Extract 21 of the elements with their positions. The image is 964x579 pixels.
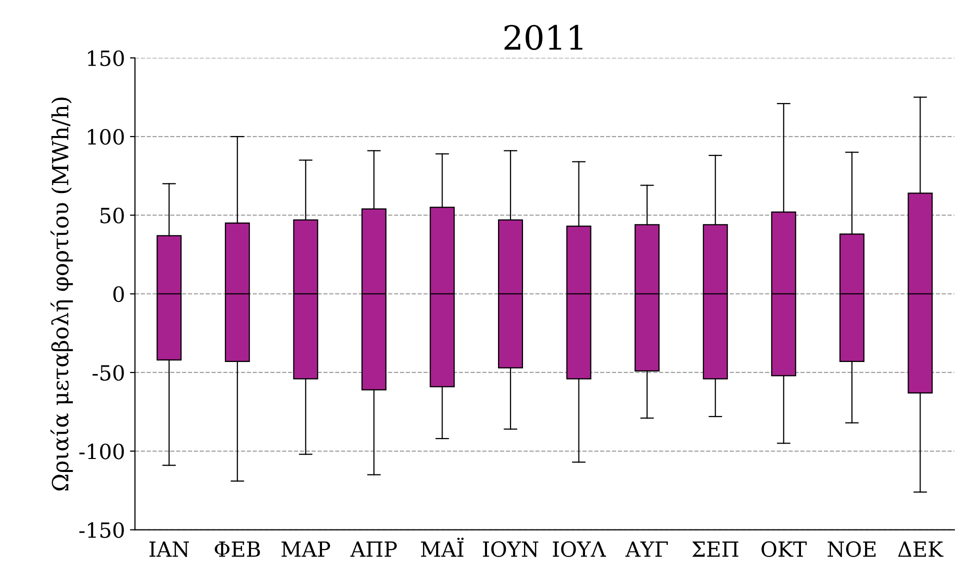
y-tick-label: -150 xyxy=(79,522,124,538)
y-tick-label: 100 xyxy=(88,129,124,145)
x-tick-label: ΙΑΝ xyxy=(150,542,189,558)
x-tick-label: ΝΟΕ xyxy=(828,541,876,558)
x-tick-label: ΣΕΠ xyxy=(692,542,738,557)
chart-title: 2011 xyxy=(504,24,582,50)
x-tick-label: ΑΠΡ xyxy=(350,542,397,557)
x-tick-label: ΙΟΥΛ xyxy=(552,541,606,558)
y-tick-label: 150 xyxy=(88,50,124,66)
x-tick-label: ΜΑΪ xyxy=(420,538,464,557)
y-tick-label: -100 xyxy=(79,444,124,460)
x-tick-label: ΟΚΤ xyxy=(762,541,807,558)
y-tick-label: 50 xyxy=(100,208,124,224)
x-tick-label: ΦΕΒ xyxy=(214,542,260,557)
x-tick-label: ΔΕΚ xyxy=(898,542,944,557)
x-tick-label: ΜΑΡ xyxy=(282,542,330,557)
y-tick-label: 0 xyxy=(113,286,124,302)
y-tick-label: -50 xyxy=(92,364,124,381)
y-axis-title: Ωριαία μεταβολή φορτίου (MWh/h) xyxy=(50,98,73,490)
x-tick-label: ΑΥΓ xyxy=(625,542,668,557)
x-tick-label: ΙΟΥΝ xyxy=(483,541,538,558)
